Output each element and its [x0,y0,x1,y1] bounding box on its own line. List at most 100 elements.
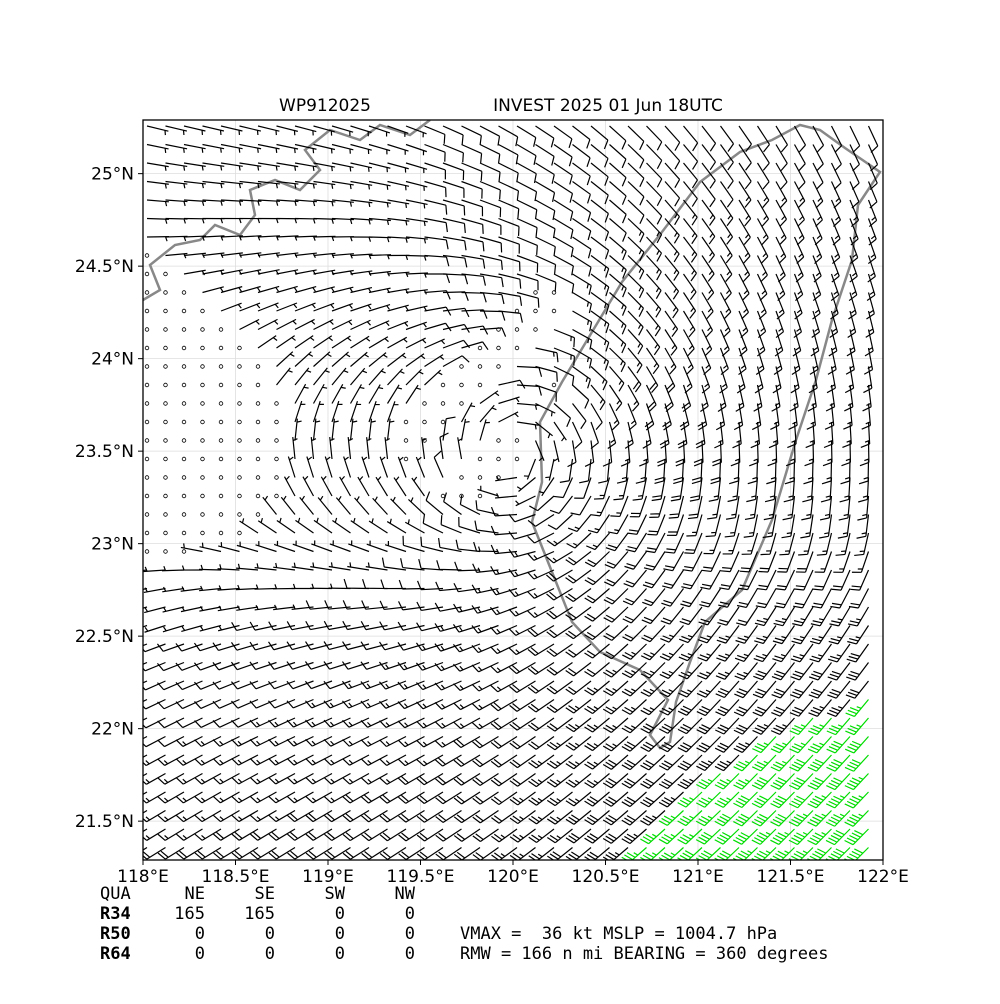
wind-barb [350,253,373,259]
wind-barb [689,477,703,502]
wind-barb [405,199,428,209]
wind-barb [682,292,697,319]
wind-barb [696,773,721,790]
wind-barb [231,828,259,841]
wind-barb [143,735,166,748]
wind-barb [157,791,185,804]
wind-barb [323,791,351,804]
wind-barb [331,303,353,312]
wind-barb [157,735,185,748]
wind-barb [642,569,666,589]
wind-barb [143,791,166,804]
wind-barb [508,548,536,558]
wind-barb [143,772,148,777]
wind-barb [268,735,296,747]
wind-barb [546,810,573,825]
wind-barb [756,218,769,246]
wind-barb [579,458,592,484]
wind-barb [572,366,591,389]
wind-barb [627,273,645,299]
wind-barb [361,846,388,860]
wind-barb [683,218,698,245]
wind-barb [664,292,679,319]
wind-barb [434,735,462,748]
wind-barb [590,384,606,411]
wind-barb [472,828,499,843]
wind-barb [180,586,203,592]
wind-barb [329,540,351,553]
wind-barb [331,335,352,349]
wind-barb [664,273,680,300]
wind-barb [398,828,425,842]
wind-barb [342,754,370,766]
wind-barb [254,563,277,571]
wind-barb [771,699,795,717]
wind-barb [276,125,298,136]
x-tick-label: 121°E [672,867,724,887]
wind-barb [146,143,169,154]
wind-barb [231,622,259,632]
calm-marker [237,438,242,443]
wind-barb [199,585,222,592]
wind-barb [528,773,555,788]
wind-barb [461,143,483,163]
wind-barb [249,791,277,804]
wind-barb [696,699,721,717]
wind-barb [368,143,391,155]
wind-barb [590,329,610,352]
wind-barb [535,402,556,417]
wind-barb [156,643,185,652]
wind-barb [857,495,870,521]
wind-barb [157,809,185,823]
wind-barb [194,809,222,823]
wind-barb [546,532,573,547]
wind-barb [305,791,333,804]
wind-barb [405,162,428,174]
wind-barb [732,847,758,860]
wind-barb [529,495,555,512]
wind-barb [720,181,734,208]
wind-barb [212,642,240,652]
wind-barb [143,791,148,796]
wind-barb [627,236,645,262]
calm-marker [218,493,224,499]
wind-barb [658,736,684,753]
wind-barb [294,180,317,189]
wind-barb [734,643,758,662]
wind-barb [305,641,333,651]
wind-barb [236,605,259,611]
wind-barb [546,773,573,788]
wind-barb [627,218,645,243]
wind-barb [349,400,362,423]
wind-barb [294,400,306,423]
wind-barb [183,143,206,153]
wind-barb [673,458,685,485]
wind-barb [236,563,259,571]
wind-barb [405,217,428,227]
wind-barb [752,717,777,735]
wind-barb [475,500,499,516]
wind-barb [783,477,796,503]
calm-marker [533,308,538,314]
wind-barb [754,625,777,645]
wind-barb [516,384,542,396]
wind-barb [758,551,777,573]
wind-barb [790,662,814,681]
calm-marker [440,382,446,388]
wind-barb [527,643,555,657]
wind-barb [695,847,721,860]
wind-barb [368,352,388,367]
wind-barb [640,828,666,845]
wind-barb [609,125,627,150]
wind-barb [756,273,768,301]
wind-barb [553,217,574,240]
calm-marker [477,475,483,480]
wind-barb [535,125,555,148]
wind-barb [461,199,484,217]
x-tick-label: 122°E [857,867,909,887]
wind-barb [180,606,203,613]
wind-barb [701,551,722,573]
wind-barb [143,754,148,758]
calm-marker [255,364,261,369]
wind-barb [257,143,280,153]
